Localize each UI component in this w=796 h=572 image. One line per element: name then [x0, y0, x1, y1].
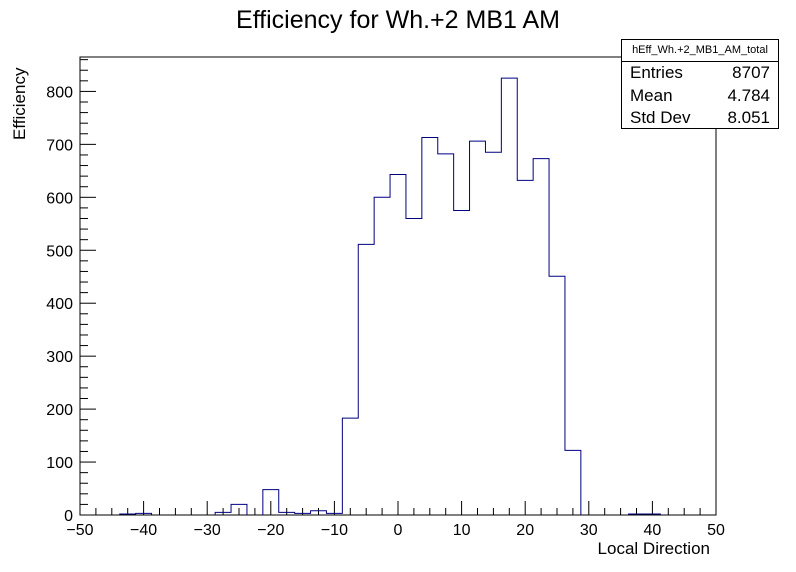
x-tick-label: 20 [516, 522, 534, 539]
histogram-bin [517, 180, 533, 515]
x-axis-label: Local Direction [597, 539, 710, 558]
histogram-bin [501, 78, 517, 515]
stats-box: hEff_Wh.+2_MB1_AM_total Entries 8707 Mea… [621, 39, 779, 129]
stats-value: 8.051 [727, 108, 770, 127]
y-axis: 0 100 200 300 400 500 600 700 800 [46, 59, 96, 525]
histogram-bin [485, 152, 501, 515]
histogram-bins [119, 77, 661, 515]
x-tick-label: 10 [453, 522, 471, 539]
y-tick-label: 400 [46, 296, 73, 313]
stats-label: Entries [630, 63, 683, 82]
x-axis: −50 −40 −30 −20 −10 0 10 20 30 40 50 [66, 501, 725, 539]
histogram-bin [470, 141, 486, 515]
histogram-bin [390, 175, 406, 515]
y-tick-label: 700 [46, 137, 73, 154]
stats-histogram-name: hEff_Wh.+2_MB1_AM_total [622, 40, 778, 62]
chart-title: Efficiency for Wh.+2 MB1 AM [236, 6, 560, 34]
stats-value: 8707 [732, 63, 770, 82]
x-tick-label: 0 [394, 522, 403, 539]
x-tick-label: −50 [66, 522, 93, 539]
y-tick-label: 600 [46, 190, 73, 207]
histogram-bin [454, 211, 470, 515]
histogram-bin [342, 418, 358, 515]
histogram-bin [549, 276, 565, 515]
stats-row-stddev: Std Dev 8.051 [622, 107, 778, 130]
histogram-bin [374, 197, 390, 515]
y-tick-label: 100 [46, 455, 73, 472]
y-tick-label: 0 [64, 508, 73, 525]
histogram-bin [422, 137, 438, 515]
histogram-bin [533, 159, 549, 515]
x-tick-label: 30 [580, 522, 598, 539]
x-tick-label: −30 [194, 522, 221, 539]
stats-row-mean: Mean 4.784 [622, 85, 778, 108]
x-tick-label: −10 [321, 522, 348, 539]
x-tick-label: −40 [130, 522, 157, 539]
histogram-bin [565, 450, 581, 515]
histogram-bin [358, 244, 374, 515]
histogram-outline [119, 77, 661, 515]
histogram-bin [406, 218, 422, 515]
histogram-bin [438, 154, 454, 515]
x-tick-label: 40 [644, 522, 662, 539]
stats-value: 4.784 [727, 85, 770, 105]
stats-label: Mean [630, 85, 673, 105]
y-tick-label: 800 [46, 84, 73, 101]
stats-row-entries: Entries 8707 [622, 62, 778, 85]
y-tick-label: 500 [46, 243, 73, 260]
x-tick-label: −20 [257, 522, 284, 539]
stats-label: Std Dev [630, 108, 691, 127]
y-tick-label: 300 [46, 349, 73, 366]
x-tick-label: 50 [707, 522, 725, 539]
y-tick-label: 200 [46, 402, 73, 419]
